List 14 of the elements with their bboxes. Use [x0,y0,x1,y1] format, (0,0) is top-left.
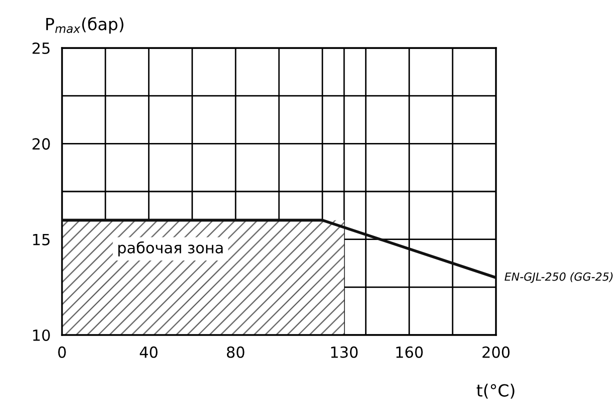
x-tick-label: 0 [58,346,66,358]
series-label: EN-GJL-250 (GG-25) [504,272,613,283]
x-tick-label: 130 [331,346,358,358]
y-tick-label: 15 [33,234,50,246]
x-axis-title: t(°C) [476,384,514,399]
y-tick-label: 25 [32,42,50,54]
y-axis-title: P$_{max}$(бар) [46,17,124,34]
x-tick-label: 160 [396,346,423,358]
y-tick-label: 10 [33,329,50,342]
x-tick-label: 80 [226,346,244,358]
y-tick-label: 20 [32,138,50,150]
x-tick-label: 200 [482,346,510,358]
annotation: рабочая зона [118,241,223,256]
x-tick-label: 40 [140,346,158,358]
